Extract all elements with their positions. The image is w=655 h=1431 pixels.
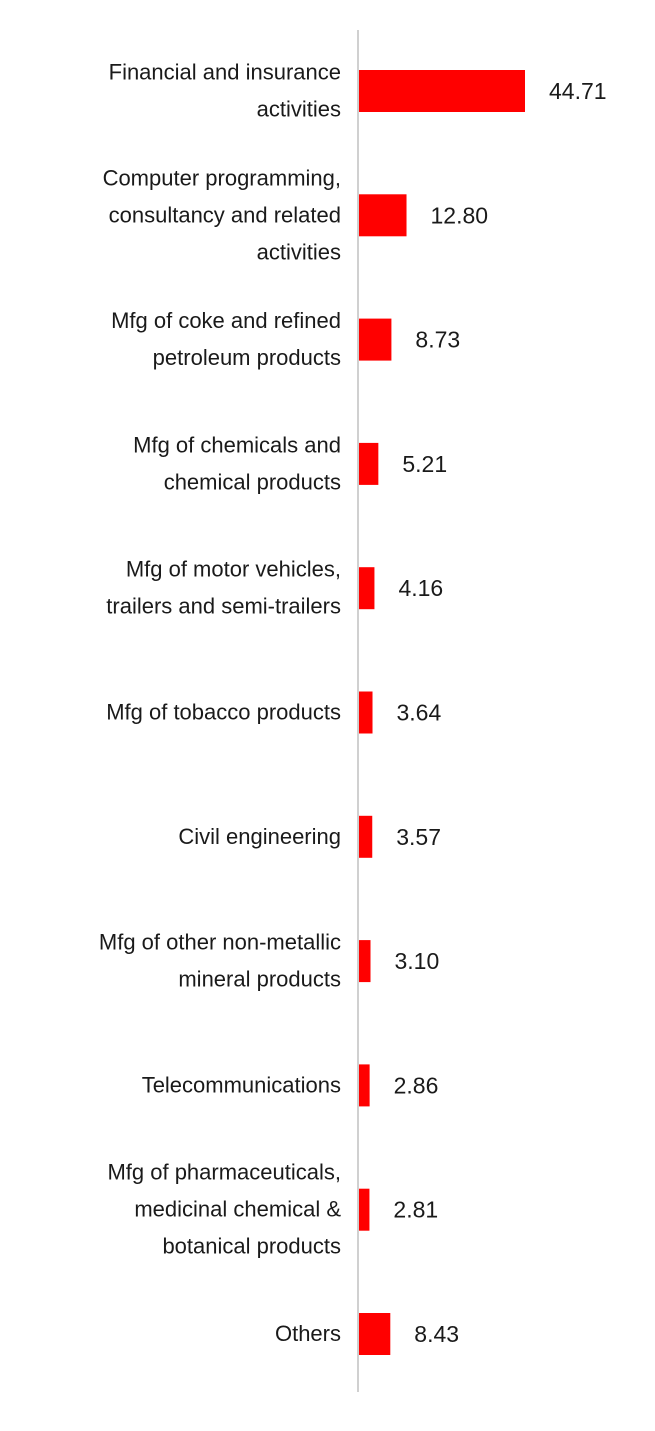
bar [359, 691, 373, 734]
category-label-line: petroleum products [153, 345, 341, 370]
category-label: Mfg of motor vehicles, trailers and semi-… [106, 557, 341, 619]
category-label-line: consultancy and related [109, 202, 341, 227]
bar [359, 442, 379, 485]
category-label: Others [275, 1321, 341, 1346]
value-label: 3.64 [397, 700, 442, 726]
category-label: Financial and insurance activities [109, 60, 341, 122]
category-label-line: Mfg of coke and refined [111, 308, 341, 333]
value-label: 8.43 [414, 1321, 459, 1347]
bar [359, 940, 371, 983]
category-label-line: Mfg of other non-metallic [99, 930, 341, 955]
category-label: Computer programming, consultancy and rel… [103, 165, 341, 264]
value-label: 44.71 [549, 78, 607, 104]
category-label: Telecommunications [142, 1072, 341, 1097]
category-label-line: activities [257, 97, 341, 122]
category-label-line: chemical products [164, 469, 341, 494]
value-label: 12.80 [431, 202, 489, 228]
category-label: Mfg of chemicals and chemical products [133, 432, 341, 494]
category-label: Mfg of tobacco products [106, 700, 341, 725]
bar [359, 194, 407, 237]
bar [359, 1064, 370, 1107]
bar [359, 318, 392, 361]
category-label-line: trailers and semi-trailers [106, 594, 341, 619]
value-label: 2.81 [393, 1197, 438, 1223]
category-label-line: Others [275, 1321, 341, 1346]
category-label-line: botanical products [162, 1234, 341, 1259]
value-label: 3.57 [396, 824, 441, 850]
category-label-line: Mfg of motor vehicles, [126, 557, 341, 582]
category-label-line: Financial and insurance [109, 60, 341, 85]
category-label: Mfg of other non-metallic mineral product… [99, 930, 341, 992]
category-label: Mfg of coke and refined petroleum product… [111, 308, 341, 370]
value-label: 3.10 [395, 948, 440, 974]
value-label: 8.73 [415, 327, 460, 353]
category-labels-group: Financial and insurance activitiesCompute… [99, 60, 341, 1347]
bars-group [359, 70, 525, 1355]
category-label-line: Mfg of chemicals and [133, 432, 341, 457]
category-label: Civil engineering [178, 824, 341, 849]
category-label-line: Computer programming, [103, 165, 341, 190]
category-label-line: Civil engineering [178, 824, 341, 849]
category-label-line: medicinal chemical & [134, 1197, 341, 1222]
value-label: 5.21 [402, 451, 447, 477]
category-label: Mfg of pharmaceuticals, medicinal chemica… [107, 1160, 341, 1259]
category-label-line: Telecommunications [142, 1072, 341, 1097]
category-label-line: activities [257, 239, 341, 264]
bar [359, 70, 525, 112]
value-labels-group: 44.71 12.80 8.73 5.21 4.16 3.64 3.57 3.10 2.86 2.… [393, 78, 606, 1347]
bar [359, 567, 375, 610]
category-label-line: Mfg of pharmaceuticals, [107, 1160, 341, 1185]
bar [359, 1313, 391, 1355]
value-label: 4.16 [398, 575, 443, 601]
bar [359, 815, 373, 858]
value-label: 2.86 [394, 1072, 439, 1098]
category-label-line: mineral products [178, 967, 341, 992]
category-label-line: Mfg of tobacco products [106, 700, 341, 725]
bar [359, 1188, 370, 1231]
